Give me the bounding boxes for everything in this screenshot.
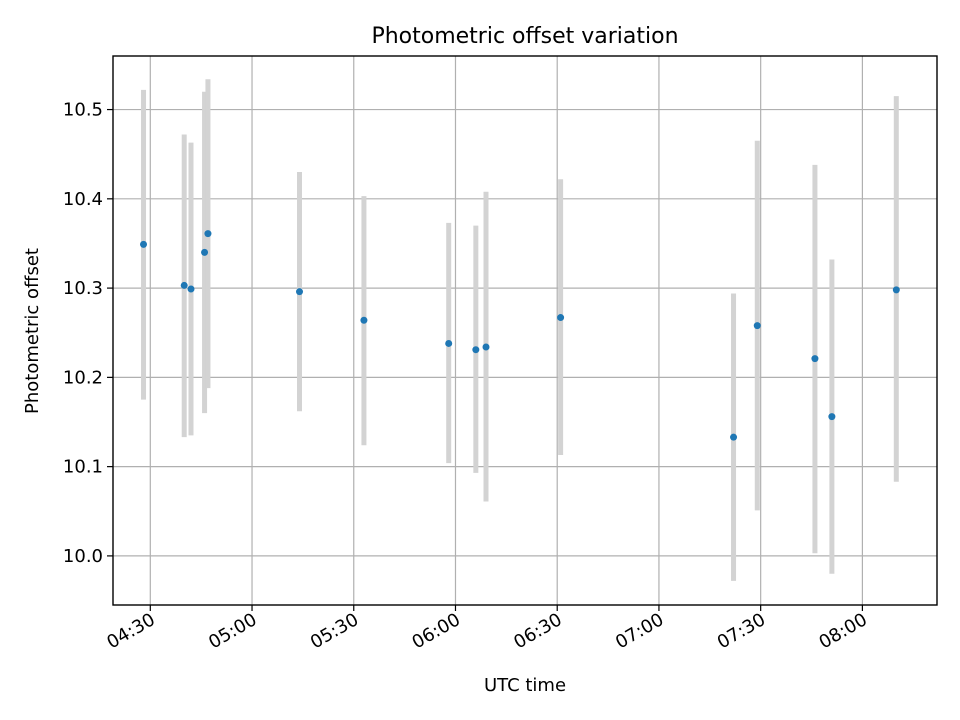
chart-title: Photometric offset variation (371, 24, 678, 49)
data-point (140, 240, 148, 248)
plot-frame (112, 55, 938, 606)
data-point (828, 413, 836, 421)
data-point (180, 281, 188, 289)
data-point (187, 285, 195, 293)
data-point (445, 339, 453, 347)
data-point (753, 322, 761, 330)
gridlines (113, 56, 937, 605)
data-point (811, 355, 819, 363)
data-point (472, 346, 480, 354)
data-point (204, 230, 212, 238)
y-tick-label: 10.1 (63, 457, 103, 478)
y-tick-label: 10.4 (63, 189, 103, 210)
data-point (296, 288, 304, 296)
y-tick-label: 10.5 (63, 100, 103, 121)
data-point (730, 433, 738, 441)
data-point (557, 314, 565, 322)
y-axis-ticks: 10.0 10.1 10.2 10.3 10.4 10.5 (63, 100, 113, 567)
data-point (892, 286, 900, 294)
data-point (360, 316, 368, 324)
x-axis-label: UTC time (484, 675, 566, 696)
data-points (140, 230, 900, 441)
y-tick-label: 10.2 (63, 367, 103, 388)
data-point (482, 343, 490, 351)
y-axis-label: Photometric offset (22, 248, 43, 414)
y-tick-label: 10.0 (63, 546, 103, 567)
data-point (201, 248, 209, 256)
y-tick-label: 10.3 (63, 278, 103, 299)
